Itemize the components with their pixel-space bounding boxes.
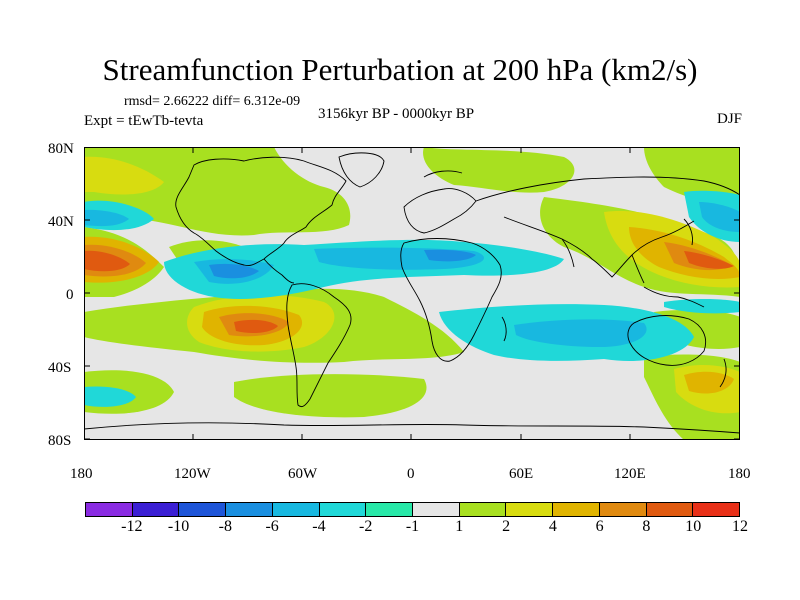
lon-label-180e: 180 xyxy=(728,466,751,482)
colorbar-box xyxy=(506,503,554,516)
colorbar-box xyxy=(599,503,647,516)
negative-mid-regions xyxy=(84,202,740,347)
colorbar-box xyxy=(272,503,320,516)
colorbar-tick-label: 1 xyxy=(455,518,464,535)
colorbar-tick-label: 12 xyxy=(732,518,748,535)
lon-label-60w: 60W xyxy=(288,466,318,482)
lat-label-0: 0 xyxy=(66,287,74,303)
lon-label-180w: 180 xyxy=(70,466,93,482)
lat-label-40s: 40S xyxy=(48,360,72,376)
colorbar-tick-label: 4 xyxy=(548,518,557,535)
colorbar-box xyxy=(693,503,740,516)
rmsd-diff-stats: rmsd= 2.66222 diff= 6.312e-09 xyxy=(124,94,301,109)
negative-core-regions xyxy=(209,249,476,279)
colorbar-box xyxy=(366,503,414,516)
colorbar-tick-label: -6 xyxy=(265,518,279,535)
colorbar-box xyxy=(413,503,460,516)
experiment-label: Expt = tEwTb-tevta xyxy=(84,113,204,129)
colorbar-tick-label: 10 xyxy=(685,518,702,535)
colorbar-tick-label: 6 xyxy=(595,518,604,535)
colorbar-box xyxy=(226,503,273,516)
colorbar-tick-label: -12 xyxy=(121,518,143,535)
axis-ticks xyxy=(84,147,740,440)
lat-label-40n: 40N xyxy=(48,214,74,230)
colorbar-tick-label: -4 xyxy=(312,518,326,535)
colorbar xyxy=(85,502,740,517)
colorbar-box xyxy=(86,503,133,516)
lat-label-80s: 80S xyxy=(48,433,72,449)
colorbar-box xyxy=(459,503,507,516)
streamfunction-map xyxy=(84,147,740,440)
colorbar-box xyxy=(553,503,600,516)
colorbar-tick-label: 2 xyxy=(502,518,511,535)
colorbar-box xyxy=(646,503,694,516)
lon-label-0: 0 xyxy=(407,466,415,482)
colorbar-box xyxy=(179,503,227,516)
coastlines xyxy=(84,152,740,434)
lon-label-60e: 60E xyxy=(509,466,534,482)
lon-label-120e: 120E xyxy=(614,466,646,482)
plot-title: Streamfunction Perturbation at 200 hPa (… xyxy=(102,52,698,87)
colorbar-tick-label: -2 xyxy=(359,518,373,535)
lat-label-80n: 80N xyxy=(48,141,74,157)
lon-label-120w: 120W xyxy=(174,466,211,482)
positive-peak-regions xyxy=(84,250,734,334)
colorbar-tick-label: 8 xyxy=(642,518,651,535)
colorbar-box xyxy=(132,503,180,516)
season-label: DJF xyxy=(716,111,742,127)
colorbar-box xyxy=(319,503,367,516)
colorbar-tick-label: -8 xyxy=(218,518,233,535)
colorbar-tick-label: -1 xyxy=(405,518,420,535)
colorbar-tick-label: -10 xyxy=(167,518,190,535)
period-label: 3156kyr BP - 0000kyr BP xyxy=(318,106,475,122)
